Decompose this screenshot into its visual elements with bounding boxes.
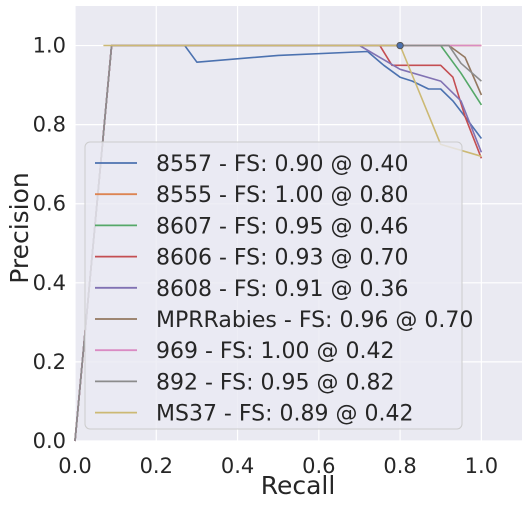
legend-label-7: 892 - FS: 0.95 @ 0.82 [156, 370, 395, 395]
series-line-0 [74, 44, 483, 442]
y-tick-label: 0.0 [33, 429, 66, 453]
y-tick-label: 0.2 [33, 350, 66, 374]
legend-label-3: 8606 - FS: 0.93 @ 0.70 [156, 246, 409, 271]
legend-label-8: MS37 - FS: 0.89 @ 0.42 [156, 402, 413, 427]
x-axis-label: Recall [261, 471, 336, 500]
y-tick-labels: 0.0 0.2 0.4 0.6 0.8 1.0 [33, 34, 66, 453]
marker-layer [396, 41, 404, 50]
x-tick-label: 0.6 [302, 454, 335, 478]
y-tick-label: 0.4 [33, 271, 66, 295]
x-tick-label: 0.0 [58, 454, 91, 478]
legend-label-1: 8555 - FS: 1.00 @ 0.80 [156, 183, 409, 208]
y-tick-label: 0.8 [33, 113, 66, 137]
x-tick-label: 0.4 [221, 454, 254, 478]
legend-box [84, 141, 463, 430]
x-tick-label: 1.0 [465, 454, 498, 478]
legend-label-5: MPRRabies - FS: 0.96 @ 0.70 [156, 308, 473, 333]
x-tick-labels: 0.0 0.2 0.4 0.6 0.8 1.0 [58, 454, 498, 478]
y-axis-label: Precision [5, 172, 34, 284]
legend-label-0: 8557 - FS: 0.90 @ 0.40 [156, 152, 409, 177]
x-tick-label: 0.2 [140, 454, 173, 478]
legend-label-2: 8607 - FS: 0.95 @ 0.46 [156, 214, 409, 239]
y-tick-label: 1.0 [33, 34, 66, 58]
legend: 8557 - FS: 0.90 @ 0.40 8555 - FS: 1.00 @ … [84, 141, 473, 430]
legend-label-6: 969 - FS: 1.00 @ 0.42 [156, 339, 395, 364]
x-tick-label: 0.8 [383, 454, 416, 478]
legend-label-4: 8608 - FS: 0.91 @ 0.36 [156, 277, 409, 302]
marker-point [396, 41, 404, 50]
y-tick-label: 0.6 [33, 192, 66, 216]
